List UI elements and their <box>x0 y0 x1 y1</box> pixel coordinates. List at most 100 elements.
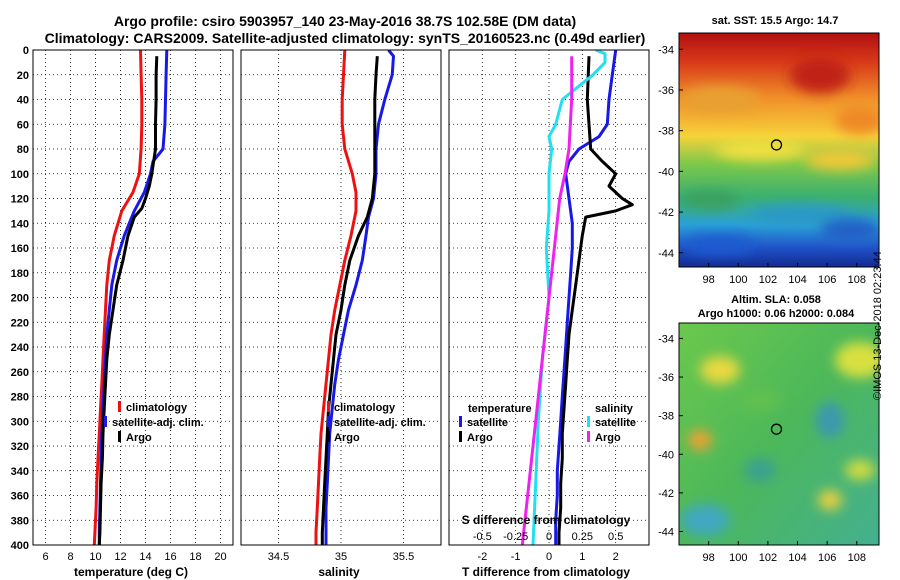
legend-climatology-label: climatology <box>126 402 188 414</box>
depth-tick-label: 120 <box>11 194 29 206</box>
temperature-xlabel: temperature (deg C) <box>74 565 188 579</box>
x-tick-label: 1 <box>579 551 585 563</box>
legend-satellite-adj-label: satellite-adj. clim. <box>112 417 204 429</box>
sla-map-image <box>679 323 879 545</box>
series-line-salinity-argo <box>520 56 574 545</box>
t-difference-xlabel: T difference from climatology <box>462 565 630 579</box>
s-diff-tick-label: 0.5 <box>608 531 623 543</box>
temperature-lines <box>92 50 169 545</box>
legend-s-argo-label: Argo <box>595 432 621 444</box>
series-line-temperature-satellite <box>554 50 618 545</box>
lat-tick-label: -40 <box>658 449 674 461</box>
x-tick-label: 16 <box>164 551 176 563</box>
depth-tick-label: 300 <box>11 416 29 428</box>
depth-tick-label: 60 <box>17 119 29 131</box>
lat-tick-label: -40 <box>658 166 674 178</box>
legend-swatch-climatology <box>118 401 121 412</box>
lat-tick-label: -34 <box>658 333 674 345</box>
imos-watermark: ©IMOS 13-Dec-2018 02:23:44 <box>872 251 884 400</box>
x-tick-label: 34.5 <box>268 551 289 563</box>
depth-tick-label: 400 <box>11 540 29 552</box>
sst-map-title: sat. SST: 15.5 Argo: 14.7 <box>712 15 839 27</box>
lat-tick-label: -36 <box>658 85 674 97</box>
x-tick-label: 20 <box>214 551 226 563</box>
argo-location-marker <box>770 423 783 435</box>
salinity-x-ticks: 34.5 35 35.5 <box>268 551 414 563</box>
series-line-satellite-adj-clim- <box>324 50 395 545</box>
lon-tick-label: 104 <box>788 552 806 564</box>
legend-swatch-satellite-adj <box>104 416 107 427</box>
x-tick-label: 14 <box>139 551 151 563</box>
legend-temperature-title: temperature <box>468 403 532 415</box>
depth-tick-label: 140 <box>11 218 29 230</box>
legend-swatch-argo <box>327 431 330 442</box>
depth-tick-label: 20 <box>17 70 29 82</box>
lat-tick-label: -34 <box>658 44 674 56</box>
x-tick-label: 18 <box>189 551 201 563</box>
lon-tick-label: 106 <box>818 552 836 564</box>
legend-swatch-s-satellite <box>587 416 590 427</box>
difference-legend-salinity: salinity satellite Argo <box>587 403 636 444</box>
series-line-argo <box>97 56 159 545</box>
depth-tick-label: 220 <box>11 317 29 329</box>
depth-tick-label: 320 <box>11 441 29 453</box>
s-diff-tick-label: 0 <box>546 531 552 543</box>
lat-tick-label: -36 <box>658 372 674 384</box>
legend-swatch-t-argo <box>459 431 462 442</box>
series-line-temperature-argo <box>557 56 634 545</box>
sla-map-ticks: 98 100 102 104 106 108 -34 -36 -38 -40 -42 -44 <box>658 333 866 564</box>
difference-panel: -2 -1 0 1 2 -0.5 -0.25 0 0.25 0.5 S difference f… <box>448 49 650 579</box>
legend-swatch-t-satellite <box>459 416 462 427</box>
depth-tick-label: 360 <box>11 491 29 503</box>
sst-map-image <box>679 33 879 267</box>
depth-tick-label: 100 <box>11 169 29 181</box>
x-tick-label: 8 <box>67 551 73 563</box>
legend-s-satellite-label: satellite <box>595 417 636 429</box>
depth-tick-label: 260 <box>11 367 29 379</box>
sst-map-panel: sat. SST: 15.5 Argo: 14.7 98 100 102 104 106… <box>658 15 880 286</box>
series-line-climatology <box>92 50 144 545</box>
legend-climatology-label: climatology <box>334 402 396 414</box>
lat-tick-label: -42 <box>658 207 674 219</box>
s-difference-ticks: -0.5 -0.25 0 0.25 0.5 <box>473 531 623 543</box>
legend-t-argo-label: Argo <box>467 432 493 444</box>
sst-map-ticks: 98 100 102 104 106 108 -34 -36 -38 -40 -42 -44 <box>658 44 866 286</box>
salinity-xlabel: salinity <box>318 565 360 579</box>
argo-location-marker <box>770 139 783 151</box>
s-diff-tick-label: -0.25 <box>503 531 528 543</box>
legend-t-satellite-label: satellite <box>467 417 508 429</box>
legend-argo-label: Argo <box>126 432 152 444</box>
lat-tick-label: -44 <box>658 526 674 538</box>
lon-tick-label: 98 <box>703 552 715 564</box>
x-tick-label: -1 <box>511 551 521 563</box>
x-tick-label: 0 <box>546 551 552 563</box>
salinity-frame <box>240 49 442 546</box>
x-tick-label: 10 <box>89 551 101 563</box>
lon-tick-label: 98 <box>703 274 715 286</box>
depth-tick-label: 340 <box>11 466 29 478</box>
x-tick-label: 6 <box>42 551 48 563</box>
x-tick-label: -2 <box>477 551 487 563</box>
depth-tick-label: 200 <box>11 293 29 305</box>
depth-tick-label: 240 <box>11 342 29 354</box>
depth-tick-label: 180 <box>11 268 29 280</box>
lon-tick-label: 108 <box>848 552 866 564</box>
temperature-frame <box>32 49 234 546</box>
legend-satellite-adj-label: satellite-adj. clim. <box>334 417 426 429</box>
lat-tick-label: -44 <box>658 248 674 260</box>
series-line-climatology <box>314 50 358 545</box>
temperature-legend: climatology satellite-adj. clim. Argo <box>104 401 204 444</box>
lon-tick-label: 102 <box>759 274 777 286</box>
difference-legend-temperature: temperature satellite Argo <box>459 403 532 444</box>
depth-tick-label: 160 <box>11 243 29 255</box>
legend-swatch-satellite-adj <box>327 416 330 427</box>
x-tick-label: 35 <box>335 551 347 563</box>
salinity-lines <box>314 50 395 545</box>
sla-map-panel: Altim. SLA: 0.058 Argo h1000: 0.06 h2000… <box>658 294 880 564</box>
s-diff-tick-label: -0.5 <box>473 531 492 543</box>
legend-swatch-argo <box>118 431 121 442</box>
lon-tick-label: 108 <box>848 274 866 286</box>
legend-swatch-climatology <box>327 401 330 412</box>
series-line-argo <box>320 56 379 545</box>
title-line-1: Argo profile: csiro 5903957_140 23-May-2… <box>114 13 576 29</box>
